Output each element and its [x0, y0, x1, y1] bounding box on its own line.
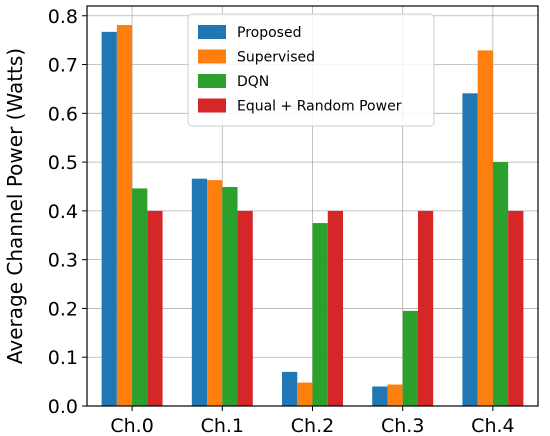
legend: Proposed Supervised DQN Equal + Random Powe… [187, 13, 435, 127]
legend-swatch [198, 98, 226, 113]
bar [312, 223, 328, 406]
y-tick-label: 0.7 [48, 55, 78, 77]
legend-label: DQN [237, 74, 269, 90]
bar [207, 180, 223, 406]
y-tick-label: 0.4 [48, 201, 78, 223]
y-tick-label: 0.0 [48, 396, 78, 418]
y-axis: 0.0 0.1 0.2 0.3 0.4 0.5 0.6 0.7 0.8 [48, 6, 87, 418]
bar [297, 382, 313, 406]
x-tick-label: Ch.1 [201, 415, 244, 436]
x-tick-label: Ch.3 [381, 415, 424, 436]
bar [147, 210, 163, 406]
bar [222, 186, 238, 406]
bars [101, 25, 524, 407]
legend-swatch [198, 74, 226, 88]
bar [282, 371, 298, 406]
x-tick-label: Ch.2 [291, 415, 334, 436]
y-tick-label: 0.3 [48, 250, 78, 272]
bar [372, 386, 388, 406]
bar [402, 310, 418, 406]
bar [116, 25, 133, 407]
bar [237, 210, 253, 406]
legend-label: Proposed [237, 25, 301, 41]
bar [417, 210, 434, 406]
bar [508, 210, 524, 406]
bar [327, 210, 343, 406]
y-tick-label: 0.1 [48, 347, 78, 369]
legend-box [187, 13, 435, 127]
bar [477, 50, 493, 406]
x-tick-label: Ch.0 [110, 415, 153, 436]
y-tick-label: 0.2 [48, 298, 78, 320]
y-tick-label: 0.6 [48, 103, 78, 125]
x-axis: Ch.0 Ch.1 Ch.2 Ch.3 Ch.4 [110, 406, 515, 436]
bar [101, 31, 117, 406]
bar [132, 188, 148, 406]
y-tick-label: 0.8 [48, 6, 78, 28]
bar [492, 162, 509, 406]
legend-label: Supervised [237, 50, 315, 66]
legend-swatch [198, 49, 226, 64]
bar [191, 178, 208, 406]
x-tick-label: Ch.4 [471, 415, 514, 436]
y-axis-label: Average Channel Power (Watts) [3, 48, 27, 364]
y-tick-label: 0.5 [48, 152, 78, 174]
bar [387, 384, 403, 406]
legend-label: Equal + Random Power [237, 99, 402, 115]
bar [462, 93, 478, 406]
legend-swatch [198, 25, 226, 39]
